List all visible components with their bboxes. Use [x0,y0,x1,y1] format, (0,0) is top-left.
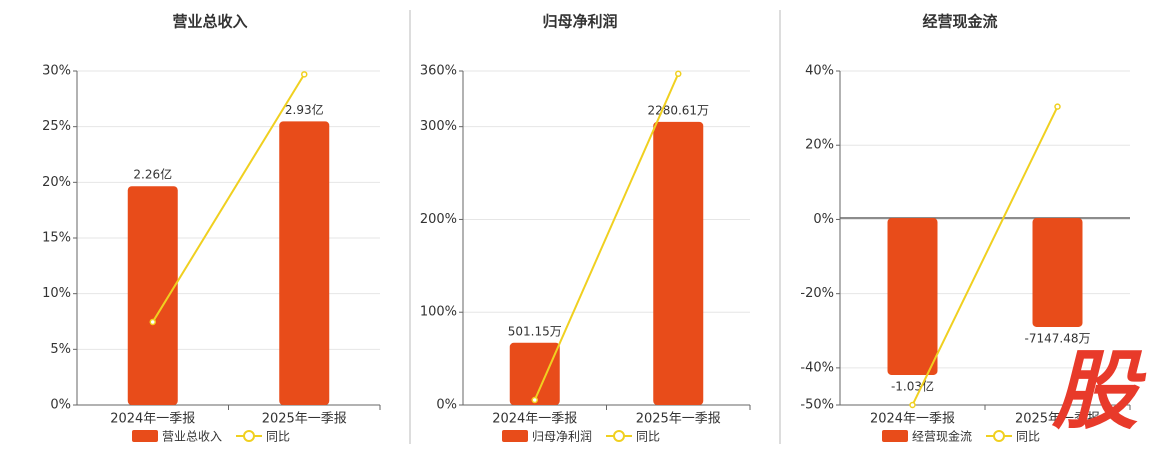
y-tick-label: -20% [800,286,834,301]
chart-title: 归母净利润 [542,13,617,31]
bar [279,121,330,405]
bar [509,342,560,405]
data-label: 2280.61万 [647,103,709,117]
y-tick-label: 20% [805,138,834,153]
line-point [149,318,156,326]
y-tick-label: 0% [50,398,71,413]
x-tick-label: 2025年一季报 [1015,412,1100,427]
legend-swatch [993,430,1005,442]
x-tick-label: 2025年一季报 [636,412,721,427]
y-tick-label: -50% [800,398,834,413]
y-tick-label: 200% [420,212,457,227]
y-tick-label: 15% [42,231,71,246]
legend-swatch [132,430,158,442]
y-tick-label: 0% [813,212,834,227]
y-tick-label: 40% [805,64,834,79]
data-label: -1.03亿 [891,378,934,393]
legend-label: 归母净利润 [532,430,592,444]
legend-swatch [502,430,528,442]
y-tick-label: 100% [420,305,457,320]
x-tick-label: 2024年一季报 [870,412,955,427]
y-tick-label: 30% [42,64,71,79]
y-tick-label: 300% [420,119,457,134]
legend-label: 同比 [266,430,290,444]
bar [1032,218,1083,327]
data-label: 501.15万 [508,324,562,338]
data-label: -7147.48万 [1025,331,1091,345]
legend-label: 同比 [636,430,660,444]
watermark: 股 [1051,341,1147,442]
line-point [675,70,682,78]
line-point [301,71,308,78]
line [151,73,306,323]
y-tick-label: 10% [42,286,71,301]
legend-label: 经营现金流 [912,429,972,444]
data-label: 2.26亿 [133,167,172,182]
bar [887,218,938,375]
x-tick-label: 2024年一季报 [110,412,195,427]
bar [653,121,704,405]
y-tick-label: 5% [50,342,71,357]
line [911,106,1059,406]
x-tick-label: 2025年一季报 [262,412,347,427]
line [533,73,680,401]
line-point [1054,103,1061,110]
legend-swatch [882,430,908,442]
legend-label: 同比 [1016,430,1040,444]
line-point [909,401,916,409]
data-label: 2.93亿 [285,102,324,117]
y-tick-label: 360% [420,64,457,79]
bar [127,186,178,405]
legend-swatch [613,430,625,442]
y-tick-label: 25% [42,119,71,134]
chart-title: 营业总收入 [172,13,247,31]
line-point [531,396,538,404]
legend-swatch [243,430,255,442]
x-tick-label: 2024年一季报 [492,412,577,427]
chart-title: 经营现金流 [922,13,997,31]
y-tick-label: 20% [42,175,71,190]
y-tick-label: 0% [436,398,457,413]
legend-label: 营业总收入 [162,430,222,444]
y-tick-label: -40% [800,360,834,375]
